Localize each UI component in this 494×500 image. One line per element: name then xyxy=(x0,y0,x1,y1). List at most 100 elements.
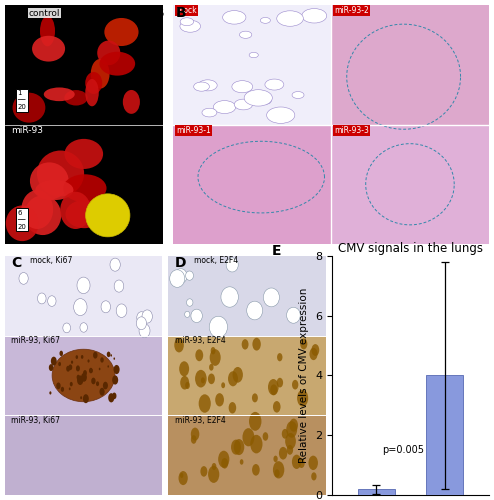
Text: C: C xyxy=(11,256,21,270)
Circle shape xyxy=(81,373,87,382)
Circle shape xyxy=(273,461,285,478)
Ellipse shape xyxy=(111,198,150,222)
Circle shape xyxy=(243,428,254,446)
Text: A: A xyxy=(11,8,22,22)
Ellipse shape xyxy=(85,194,130,237)
Circle shape xyxy=(89,368,93,374)
Circle shape xyxy=(110,354,112,356)
Ellipse shape xyxy=(119,88,140,116)
Circle shape xyxy=(286,421,297,438)
Circle shape xyxy=(212,463,216,470)
Text: D: D xyxy=(175,256,186,270)
Text: miR-93-1: miR-93-1 xyxy=(176,126,210,134)
Ellipse shape xyxy=(263,288,280,307)
Ellipse shape xyxy=(265,79,284,90)
Ellipse shape xyxy=(38,22,63,53)
Circle shape xyxy=(297,390,308,406)
Y-axis label: Relative levels of CMV expression: Relative levels of CMV expression xyxy=(299,288,309,463)
Circle shape xyxy=(59,350,63,356)
Circle shape xyxy=(279,447,288,460)
Circle shape xyxy=(231,440,241,454)
Circle shape xyxy=(249,412,261,431)
Circle shape xyxy=(221,458,228,468)
Circle shape xyxy=(96,382,99,386)
Circle shape xyxy=(191,435,197,444)
Circle shape xyxy=(275,470,280,478)
Circle shape xyxy=(199,394,211,412)
Circle shape xyxy=(103,382,108,390)
Text: miR-93-2: miR-93-2 xyxy=(334,6,369,15)
Text: miR-93-3: miR-93-3 xyxy=(334,126,369,134)
Text: mock, E2F4: mock, E2F4 xyxy=(194,256,238,266)
Circle shape xyxy=(108,393,114,402)
Ellipse shape xyxy=(120,75,150,106)
Ellipse shape xyxy=(136,317,147,330)
Text: E: E xyxy=(272,244,282,258)
Ellipse shape xyxy=(174,268,187,283)
Ellipse shape xyxy=(99,74,120,112)
Circle shape xyxy=(71,360,73,364)
Bar xyxy=(331,124,489,244)
Ellipse shape xyxy=(96,58,113,76)
Circle shape xyxy=(273,456,278,462)
Text: p=0.005: p=0.005 xyxy=(382,444,424,454)
Ellipse shape xyxy=(247,301,263,320)
Circle shape xyxy=(76,355,78,359)
Circle shape xyxy=(285,433,296,450)
Circle shape xyxy=(83,370,87,376)
Circle shape xyxy=(221,382,225,388)
Ellipse shape xyxy=(52,349,115,402)
Circle shape xyxy=(208,374,215,384)
Circle shape xyxy=(69,388,71,390)
Circle shape xyxy=(112,376,118,384)
Text: miR-93, E2F4: miR-93, E2F4 xyxy=(175,336,225,345)
Circle shape xyxy=(309,348,318,360)
Ellipse shape xyxy=(209,316,228,338)
Text: miR-93: miR-93 xyxy=(11,126,43,134)
Circle shape xyxy=(99,388,105,396)
Circle shape xyxy=(114,365,120,374)
Ellipse shape xyxy=(223,10,246,24)
Ellipse shape xyxy=(244,90,272,106)
Ellipse shape xyxy=(83,158,119,204)
Bar xyxy=(5,256,162,336)
Ellipse shape xyxy=(22,122,58,168)
Ellipse shape xyxy=(63,323,71,333)
Circle shape xyxy=(66,366,70,372)
Ellipse shape xyxy=(185,312,190,318)
Ellipse shape xyxy=(287,307,300,323)
Ellipse shape xyxy=(267,107,295,124)
Circle shape xyxy=(282,429,288,438)
Ellipse shape xyxy=(142,310,153,323)
Circle shape xyxy=(61,387,64,392)
Circle shape xyxy=(178,471,188,485)
Circle shape xyxy=(112,392,117,399)
Circle shape xyxy=(201,378,205,384)
Bar xyxy=(358,489,395,495)
Ellipse shape xyxy=(187,299,193,306)
Circle shape xyxy=(90,368,93,373)
Circle shape xyxy=(58,362,61,366)
Bar xyxy=(5,416,162,495)
Circle shape xyxy=(191,428,200,440)
Ellipse shape xyxy=(78,126,101,162)
Ellipse shape xyxy=(292,92,304,98)
Circle shape xyxy=(84,378,86,381)
Ellipse shape xyxy=(47,296,56,306)
Circle shape xyxy=(234,439,245,455)
Ellipse shape xyxy=(198,80,217,91)
Circle shape xyxy=(277,378,283,388)
Ellipse shape xyxy=(77,277,90,293)
Ellipse shape xyxy=(202,108,217,117)
Ellipse shape xyxy=(92,206,128,233)
Circle shape xyxy=(298,458,305,468)
Circle shape xyxy=(252,464,260,475)
Ellipse shape xyxy=(36,162,82,198)
Ellipse shape xyxy=(51,84,68,119)
Text: control: control xyxy=(29,8,60,18)
Ellipse shape xyxy=(124,34,138,63)
Circle shape xyxy=(80,396,82,399)
Ellipse shape xyxy=(260,18,270,24)
Ellipse shape xyxy=(186,271,194,280)
Ellipse shape xyxy=(53,198,96,226)
